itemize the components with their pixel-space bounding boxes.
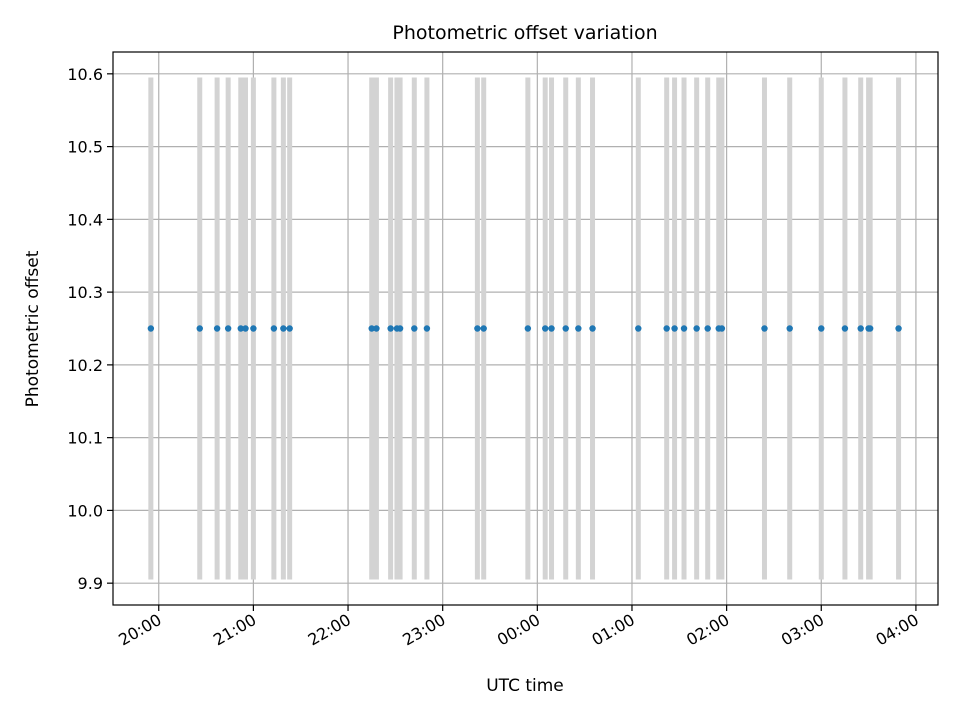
- plot-frame: [112, 51, 939, 606]
- y-tick-label: 9.9: [78, 574, 103, 593]
- data-point: [213, 325, 221, 332]
- data-point: [562, 325, 569, 332]
- data-point: [474, 325, 481, 332]
- data-point: [387, 325, 394, 332]
- data-point: [663, 325, 670, 332]
- data-point: [280, 325, 287, 332]
- data-point: [866, 325, 874, 332]
- data-point: [411, 325, 418, 332]
- data-point: [196, 325, 203, 332]
- x-axis-label: UTC time: [486, 676, 564, 696]
- data-point: [857, 325, 864, 332]
- data-point: [693, 325, 700, 332]
- y-tick-label: 10.2: [67, 356, 103, 375]
- data-points: [147, 325, 902, 332]
- data-point: [786, 325, 793, 332]
- y-axis-label: Photometric offset: [23, 250, 43, 407]
- data-point: [396, 325, 404, 332]
- data-point: [671, 325, 678, 332]
- y-tick-label: 10.6: [67, 65, 103, 84]
- data-point: [224, 325, 232, 332]
- y-tick-label: 10.1: [67, 429, 103, 448]
- data-point: [480, 325, 487, 332]
- data-point: [524, 325, 532, 332]
- data-point: [704, 325, 711, 332]
- data-point: [373, 325, 380, 332]
- data-point: [635, 325, 642, 332]
- y-tick-label: 10.5: [67, 138, 103, 157]
- data-point: [147, 325, 155, 332]
- data-point: [242, 325, 249, 332]
- y-tick-label: 10.4: [67, 210, 103, 229]
- data-point: [895, 325, 902, 332]
- data-point: [761, 325, 768, 332]
- data-point: [718, 325, 726, 332]
- data-point: [237, 325, 244, 332]
- data-point: [368, 325, 375, 332]
- data-point: [423, 325, 431, 332]
- data-point: [250, 325, 257, 332]
- y-axis-ticks: 9.9 10.0 10.1 10.2 10.3 10.4 10.5 10.6: [67, 65, 113, 593]
- chart-title: Photometric offset variation: [392, 22, 657, 44]
- data-point: [680, 325, 688, 332]
- data-point: [841, 325, 849, 332]
- data-point: [286, 325, 293, 332]
- data-point: [575, 325, 582, 332]
- y-tick-label: 10.0: [67, 501, 103, 520]
- data-point: [818, 325, 825, 332]
- y-tick-label: 10.3: [67, 283, 103, 302]
- data-point: [270, 325, 278, 332]
- data-point: [542, 325, 549, 332]
- data-point: [548, 325, 555, 332]
- data-point: [589, 325, 596, 332]
